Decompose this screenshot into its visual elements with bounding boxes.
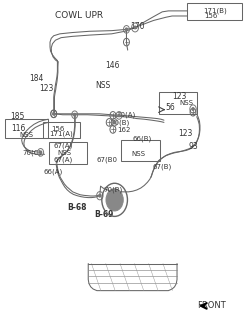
Text: 70(B): 70(B) (104, 186, 123, 193)
Text: COWL UPR: COWL UPR (55, 11, 103, 20)
Text: 185: 185 (11, 112, 25, 121)
Text: 123: 123 (172, 92, 186, 101)
Text: 123: 123 (39, 84, 53, 93)
Circle shape (111, 205, 113, 208)
Text: 146: 146 (105, 60, 120, 69)
Text: FRONT: FRONT (197, 301, 226, 310)
Text: 116: 116 (11, 124, 26, 132)
Text: 67(A): 67(A) (54, 157, 73, 163)
Circle shape (118, 114, 120, 117)
Text: NSS: NSS (179, 100, 193, 106)
Circle shape (113, 121, 115, 124)
Bar (187, 3, 242, 20)
Text: 170: 170 (130, 22, 145, 31)
Text: 171(B): 171(B) (203, 8, 227, 14)
Circle shape (125, 28, 127, 31)
Circle shape (53, 113, 55, 115)
Text: 171(A): 171(A) (49, 131, 72, 137)
Text: 56: 56 (165, 103, 175, 112)
Text: NSS: NSS (58, 150, 71, 156)
Text: 70(B): 70(B) (110, 119, 130, 126)
Bar (43, 122, 80, 138)
Circle shape (117, 192, 119, 194)
Text: 66(B): 66(B) (133, 135, 152, 141)
Text: 156: 156 (51, 126, 65, 132)
Text: NSS: NSS (131, 151, 145, 156)
Text: 67(B): 67(B) (152, 163, 172, 170)
Bar (5, 119, 48, 138)
Text: NSS: NSS (19, 132, 33, 138)
Text: B-68: B-68 (67, 203, 87, 212)
Text: 156: 156 (204, 13, 217, 19)
Circle shape (120, 198, 122, 201)
Text: 93: 93 (188, 142, 198, 151)
Circle shape (99, 195, 101, 197)
Text: 70(A): 70(A) (116, 111, 135, 118)
Bar (121, 140, 160, 161)
Text: 67(A): 67(A) (54, 142, 73, 149)
Circle shape (192, 108, 194, 110)
Circle shape (40, 151, 42, 154)
Circle shape (111, 192, 113, 194)
Circle shape (107, 198, 109, 201)
Bar (158, 92, 197, 114)
Text: 184: 184 (29, 74, 43, 83)
Circle shape (106, 189, 123, 211)
Circle shape (74, 114, 76, 116)
Circle shape (134, 26, 136, 29)
Text: NSS: NSS (96, 81, 111, 90)
Text: 70(C): 70(C) (22, 149, 42, 156)
Text: 162: 162 (117, 127, 130, 133)
Text: 123: 123 (178, 129, 193, 138)
Text: 66(A): 66(A) (44, 169, 63, 175)
Text: B-69: B-69 (94, 210, 113, 219)
Bar (49, 141, 87, 164)
Text: 67(B0: 67(B0 (97, 157, 118, 163)
Circle shape (117, 205, 119, 208)
